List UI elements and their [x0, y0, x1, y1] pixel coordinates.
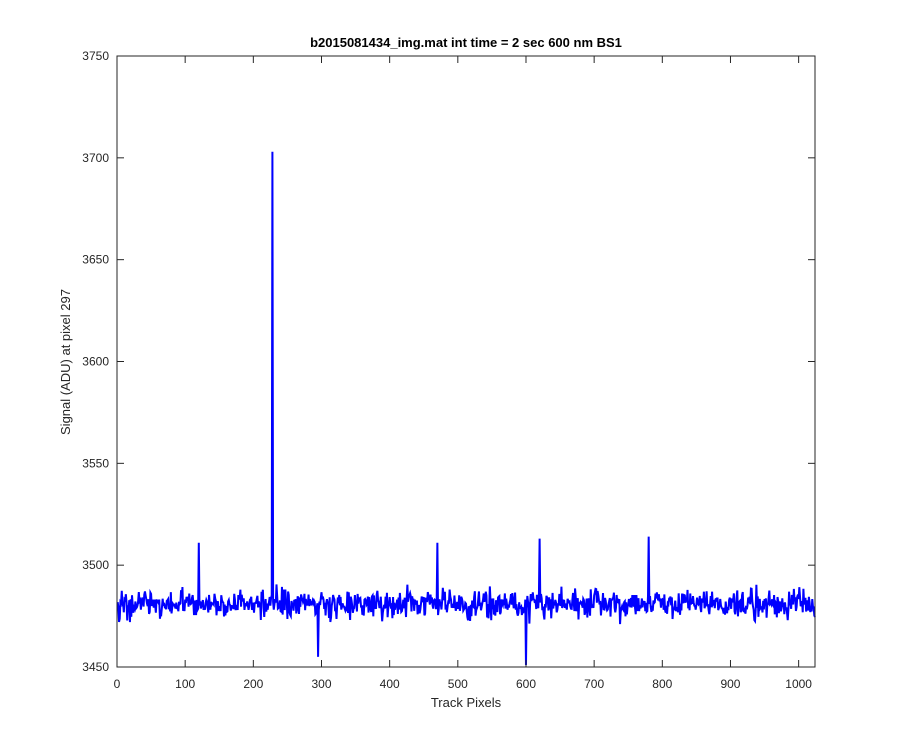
- x-tick-label: 400: [380, 677, 400, 691]
- x-tick-label: 800: [652, 677, 672, 691]
- x-tick-label: 1000: [785, 677, 812, 691]
- y-tick-label: 3750: [82, 49, 109, 63]
- y-tick-label: 3600: [82, 355, 109, 369]
- series-line: [116, 151, 816, 665]
- x-axis: 0 100 200 300 400 500 600 700 800 900 1000: [114, 56, 812, 691]
- x-tick-label: 900: [720, 677, 740, 691]
- y-axis: 3450 3500 3550 3600 3650 3700 3750: [82, 49, 815, 674]
- y-tick-label: 3500: [82, 558, 109, 572]
- x-tick-label: 700: [584, 677, 604, 691]
- x-axis-title: Track Pixels: [431, 695, 502, 710]
- plot-background: [117, 56, 815, 667]
- x-tick-label: 0: [114, 677, 121, 691]
- x-tick-label: 200: [243, 677, 263, 691]
- y-tick-label: 3450: [82, 660, 109, 674]
- x-tick-label: 100: [175, 677, 195, 691]
- y-axis-title: Signal (ADU) at pixel 297: [58, 289, 73, 435]
- x-tick-label: 500: [448, 677, 468, 691]
- y-tick-label: 3650: [82, 253, 109, 267]
- y-tick-label: 3550: [82, 456, 109, 470]
- x-tick-label: 300: [311, 677, 331, 691]
- x-tick-label: 600: [516, 677, 536, 691]
- y-tick-label: 3700: [82, 151, 109, 165]
- plot-area: [116, 55, 816, 668]
- chart-title: b2015081434_img.mat int time = 2 sec 600…: [310, 35, 622, 50]
